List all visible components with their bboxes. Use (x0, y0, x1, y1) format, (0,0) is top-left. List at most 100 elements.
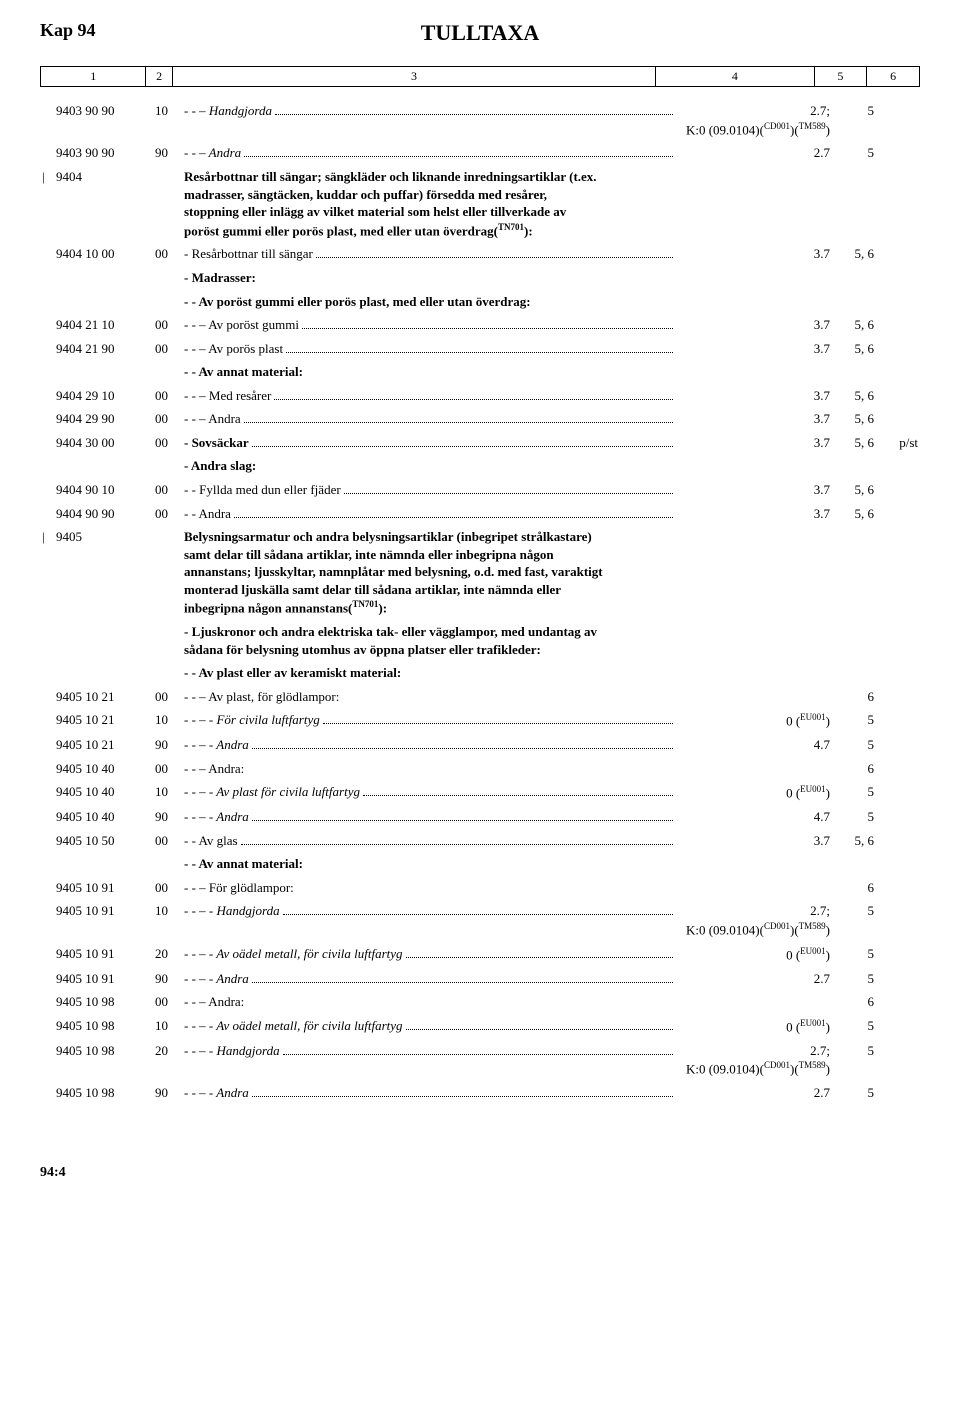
col6-cell (876, 384, 920, 408)
table-row: 9404 90 1000- - Fyllda med dun eller fjä… (40, 478, 920, 502)
code-cell: 9403 90 90 (54, 99, 153, 141)
rate-cell (678, 165, 832, 243)
description-text: - - – Handgjorda (184, 102, 272, 120)
description-text: - Madrasser: (184, 269, 256, 287)
colhead-2: 2 (146, 67, 172, 87)
row-pipe (40, 454, 54, 478)
subcode-cell (153, 661, 182, 685)
description-text: - Andra slag: (184, 457, 256, 475)
row-pipe (40, 1014, 54, 1039)
col6-cell (876, 899, 920, 941)
description-text: - - Av plast eller av keramiskt material… (184, 664, 401, 682)
row-pipe (40, 805, 54, 829)
subcode-cell: 00 (153, 337, 182, 361)
description-text: - - – Av plast, för glödlampor: (184, 688, 339, 706)
row-pipe (40, 852, 54, 876)
rate-cell: 3.7 (678, 431, 832, 455)
row-pipe (40, 290, 54, 314)
description-text: - - – Andra (184, 410, 241, 428)
header-center: TULLTAXA (421, 20, 540, 46)
col5-cell (832, 360, 876, 384)
subcode-cell (153, 620, 182, 661)
subcode-cell: 90 (153, 733, 182, 757)
subcode-cell: 00 (153, 685, 182, 709)
col5-cell (832, 525, 876, 620)
col6-cell (876, 454, 920, 478)
subcode-cell: 00 (153, 407, 182, 431)
rate-cell: 3.7 (678, 242, 832, 266)
col6-cell (876, 266, 920, 290)
table-row: 9405 10 4000- - – Andra:6 (40, 757, 920, 781)
table-row: 9403 90 9090- - – Andra2.75 (40, 141, 920, 165)
col5-cell: 5 (832, 141, 876, 165)
description-cell: - - – Andra (182, 141, 678, 165)
page-footer: 94:4 (40, 1165, 920, 1181)
subcode-cell: 90 (153, 1081, 182, 1105)
description-cell: - - Av annat material: (182, 852, 678, 876)
rate-cell: 2.7 (678, 141, 832, 165)
subcode-cell: 00 (153, 384, 182, 408)
col5-cell: 6 (832, 876, 876, 900)
table-row: 9404 29 9000- - – Andra3.75, 6 (40, 407, 920, 431)
rate-cell: 4.7 (678, 733, 832, 757)
col5-cell (832, 620, 876, 661)
description-cell: - - – Handgjorda (182, 99, 678, 141)
description-text: Resårbottnar till sängar; sängkläder och… (184, 168, 604, 240)
description-cell: - - Av annat material: (182, 360, 678, 384)
col6-cell (876, 141, 920, 165)
description-cell: - - Fyllda med dun eller fjäder (182, 478, 678, 502)
subcode-cell (153, 360, 182, 384)
row-pipe (40, 708, 54, 733)
code-cell: 9405 10 40 (54, 757, 153, 781)
rate-cell (678, 757, 832, 781)
subcode-cell: 00 (153, 242, 182, 266)
table-row: 9405 10 9190- - – - Andra2.75 (40, 967, 920, 991)
col5-cell: 6 (832, 990, 876, 1014)
code-cell: 9405 10 98 (54, 1081, 153, 1105)
code-cell: 9404 21 10 (54, 313, 153, 337)
row-pipe (40, 899, 54, 941)
row-pipe (40, 242, 54, 266)
col6-cell (876, 708, 920, 733)
dot-leader (316, 246, 673, 259)
row-pipe (40, 313, 54, 337)
col6-cell (876, 967, 920, 991)
table-row: - Andra slag: (40, 454, 920, 478)
description-text: - - Av poröst gummi eller porös plast, m… (184, 293, 531, 311)
code-cell (54, 620, 153, 661)
col6-cell (876, 337, 920, 361)
table-row: 9404 30 0000- Sovsäckar3.75, 6p/st (40, 431, 920, 455)
subcode-cell: 10 (153, 99, 182, 141)
description-text: - - – - För civila luftfartyg (184, 711, 320, 729)
table-row: 9405 10 4090- - – - Andra4.75 (40, 805, 920, 829)
col5-cell (832, 454, 876, 478)
rate-cell (678, 852, 832, 876)
col5-cell: 5, 6 (832, 384, 876, 408)
description-cell: - - – Av porös plast (182, 337, 678, 361)
rate-cell (678, 266, 832, 290)
row-pipe (40, 876, 54, 900)
table-row: 9405 10 4010- - – - Av plast för civila … (40, 780, 920, 805)
table-row: 9404 90 9000- - Andra3.75, 6 (40, 502, 920, 526)
table-row: 9405 10 2110- - – - För civila luftfarty… (40, 708, 920, 733)
table-row: 9405 10 9820- - – - Handgjorda2.7;K:0 (0… (40, 1039, 920, 1081)
col5-cell (832, 165, 876, 243)
col5-cell: 5, 6 (832, 242, 876, 266)
code-cell: 9405 10 98 (54, 1039, 153, 1081)
code-cell: 9405 10 50 (54, 829, 153, 853)
description-cell: - - – Andra: (182, 990, 678, 1014)
code-cell: 9405 10 98 (54, 990, 153, 1014)
description-cell: - - – - Handgjorda (182, 899, 678, 941)
code-cell: 9404 29 10 (54, 384, 153, 408)
col6-cell (876, 876, 920, 900)
description-cell: - - – - Andra (182, 967, 678, 991)
rate-cell: 2.7 (678, 967, 832, 991)
dot-leader (241, 832, 673, 845)
colhead-1: 1 (41, 67, 146, 87)
row-pipe (40, 967, 54, 991)
rate-cell: 3.7 (678, 407, 832, 431)
description-text: - - – Med resårer (184, 387, 271, 405)
table-row: 9405 10 9110- - – - Handgjorda2.7;K:0 (0… (40, 899, 920, 941)
colhead-6: 6 (867, 67, 920, 87)
rate-cell: 3.7 (678, 313, 832, 337)
